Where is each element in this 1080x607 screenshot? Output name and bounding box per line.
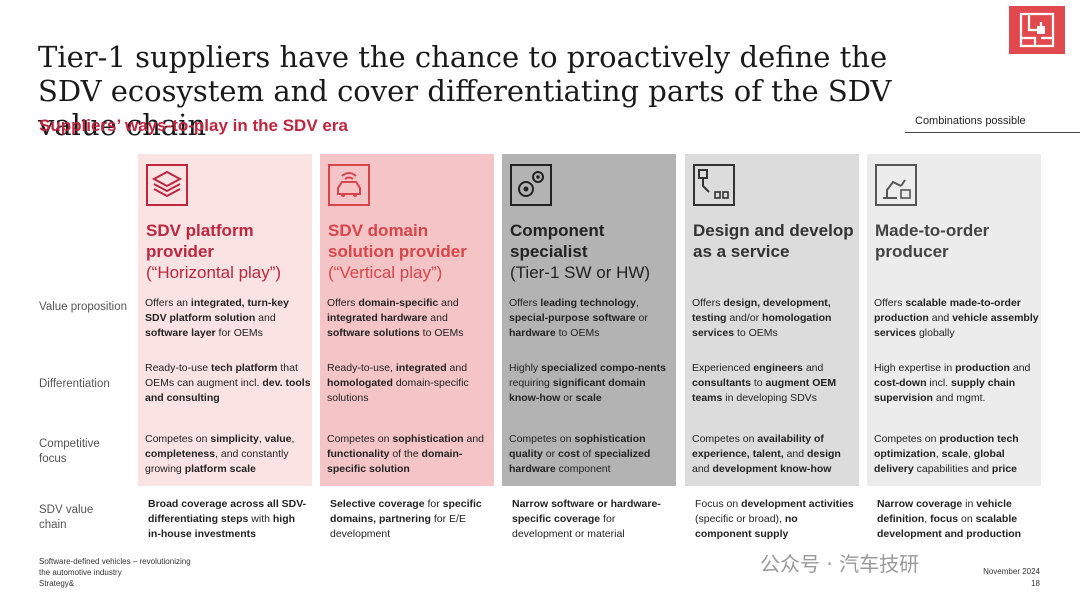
design-icon bbox=[693, 164, 735, 206]
cell-comp: Competes on simplicity, value, completen… bbox=[145, 433, 295, 475]
cell-diff: Highly specialized compo-nents requiring… bbox=[509, 362, 666, 404]
cell-value-chain: Selective coverage for specific domains,… bbox=[330, 498, 482, 540]
row-label-competitive: Competitive focus bbox=[39, 438, 100, 465]
column-heading: Made-to-order producer bbox=[875, 221, 990, 261]
column-4: Design and develop as a service Offers de… bbox=[685, 154, 859, 486]
column-1: SDV platform provider (“Horizontal play”)… bbox=[138, 154, 312, 486]
cell-comp: Competes on sophistication and functiona… bbox=[327, 433, 484, 475]
column-heading: SDV platform provider (“Horizontal play”) bbox=[146, 221, 282, 282]
strategy-logo bbox=[1009, 6, 1065, 54]
page-title: Tier-1 suppliers have the chance to proa… bbox=[38, 40, 892, 142]
row-label-value: Value proposition bbox=[39, 301, 128, 313]
cell-diff: High expertise in production and cost-do… bbox=[874, 362, 1031, 404]
cell-value: Offers design, development, testing and/… bbox=[692, 297, 832, 339]
watermark: 公众号 · 汽车技研 bbox=[760, 552, 920, 576]
footer-line: the automotive industry bbox=[39, 568, 122, 577]
column-3: Component specialist (Tier-1 SW or HW) Off… bbox=[502, 154, 676, 486]
cell-value-chain: Focus on development activities (specifi… bbox=[695, 498, 854, 540]
row-label-differentiation: Differentiation bbox=[39, 378, 110, 390]
column-2: SDV domain solution provider (“Vertical p… bbox=[320, 154, 494, 486]
cell-diff: Ready-to-use tech platform that OEMs can… bbox=[145, 362, 311, 404]
cell-value-chain: Narrow software or hardware-specific cov… bbox=[512, 498, 661, 540]
column-5: Made-to-order producer Offers scalable ma… bbox=[867, 154, 1041, 486]
cell-diff: Experienced engineers and consultants to… bbox=[692, 362, 837, 404]
cell-diff: Ready-to-use, integrated and homologated… bbox=[327, 362, 469, 404]
column-heading: Design and develop as a service bbox=[693, 221, 854, 261]
cell-value-chain: Narrow coverage in vehicle definition, f… bbox=[877, 498, 1022, 540]
car-signal-icon bbox=[328, 164, 370, 206]
footer-source: Software-defined vehicles – revolutioniz… bbox=[39, 556, 239, 589]
column-heading: Component specialist (Tier-1 SW or HW) bbox=[510, 221, 651, 282]
layers-icon bbox=[146, 164, 188, 206]
footer-line: Strategy& bbox=[39, 579, 75, 588]
cell-value: Offers leading technology, special-purpo… bbox=[509, 297, 648, 339]
row-label-chain: SDV value chain bbox=[39, 504, 94, 531]
column-heading: SDV domain solution provider (“Vertical p… bbox=[328, 221, 467, 282]
cell-comp: Competes on sophistication quality or co… bbox=[509, 433, 651, 475]
footer-date: November 2024 bbox=[983, 567, 1040, 576]
cell-comp: Competes on production tech optimization… bbox=[874, 433, 1019, 475]
footer-meta: November 2024 18 bbox=[978, 566, 1040, 590]
page-subtitle: Suppliers’ ways-to-play in the SDV era bbox=[39, 116, 348, 135]
cell-comp: Competes on availability of experience, … bbox=[692, 433, 841, 475]
cell-value: Offers scalable made-to-order production… bbox=[874, 297, 1039, 339]
cell-value-chain: Broad coverage across all SDV-differenti… bbox=[148, 498, 307, 540]
gears-icon bbox=[510, 164, 552, 206]
divider bbox=[905, 132, 1080, 133]
robot-arm-icon bbox=[875, 164, 917, 206]
page-number: 18 bbox=[1031, 579, 1040, 588]
cell-value: Offers domain-specific and integrated ha… bbox=[327, 297, 464, 339]
combinations-note: Combinations possible bbox=[915, 115, 1026, 127]
footer-line: Software-defined vehicles – revolutioniz… bbox=[39, 557, 191, 566]
cell-value: Offers an integrated, turn-key SDV platf… bbox=[145, 297, 289, 339]
